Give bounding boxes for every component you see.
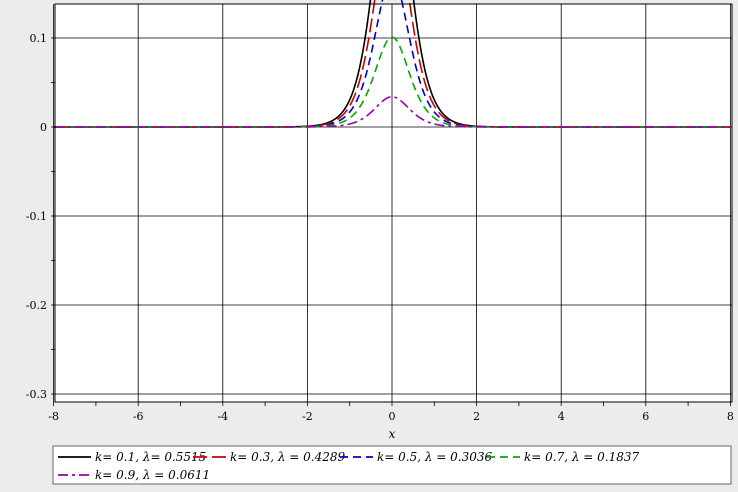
series-line (53, 95, 731, 128)
legend-label: k= 0.7, λ = 0.1837 (524, 450, 639, 464)
legend-label: k= 0.9, λ = 0.0611 (95, 468, 210, 482)
legend-label: k= 0.1, λ= 0.5515 (95, 450, 206, 464)
legend-box (52, 445, 732, 485)
tick-labels: -8 -6 -4 -2 0 2 4 6 8 -0.3 -0.2 -0.1 0 0.1 (26, 32, 734, 423)
legend-label: k= 0.3, λ = 0.4289 (230, 450, 345, 464)
y-tick-label: -0.1 (26, 210, 47, 223)
x-tick-label: -8 (48, 410, 59, 423)
y-tick-label: -0.2 (26, 299, 47, 312)
plot-frame (54, 3, 733, 403)
legend-label: k= 0.5, λ = 0.3036 (377, 450, 492, 464)
x-tick-label: 4 (558, 410, 565, 423)
x-tick-label: -4 (217, 410, 228, 423)
x-tick-label: 0 (389, 410, 396, 423)
series-lines (53, 0, 731, 128)
plot-background (55, 4, 732, 402)
axes (51, 3, 733, 406)
x-tick-label: 2 (473, 410, 480, 423)
x-axis-label: x (389, 427, 396, 441)
y-tick-label: 0.1 (30, 32, 48, 45)
y-tick-label: -0.3 (26, 388, 47, 401)
x-tick-label: -6 (133, 410, 144, 423)
x-tick-label: 8 (727, 410, 734, 423)
x-tick-label: -2 (302, 410, 313, 423)
legend: k= 0.1, λ= 0.5515 k= 0.3, λ = 0.4289 k= 0.… (52, 445, 732, 485)
y-tick-label: 0 (40, 121, 47, 134)
x-tick-label: 6 (642, 410, 649, 423)
